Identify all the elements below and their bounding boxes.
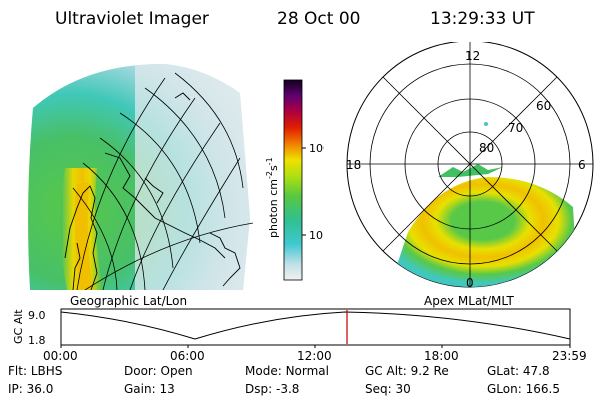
- lat-label-60: 60: [536, 99, 551, 113]
- altitude-xtick-4: 23:59: [552, 349, 587, 363]
- flt-value: LBHS: [30, 364, 63, 378]
- geographic-image: [28, 63, 254, 290]
- coastlines: [64, 92, 241, 290]
- apex-panel-label: Apex MLat/MLT: [424, 294, 514, 308]
- glat-info: GLat: 47.8: [487, 364, 550, 378]
- geographic-aurora-layer: [28, 63, 251, 290]
- door-value: Open: [160, 364, 193, 378]
- svg-text:GC Alt: GC Alt: [12, 309, 25, 344]
- mlt-label-18: 18: [346, 158, 361, 172]
- geographic-panel-label: Geographic Lat/Lon: [70, 294, 188, 308]
- polar-plot: 12 18 6 0 60 70 80: [346, 42, 594, 290]
- colorbar: 100 10 photon cm-2s-1: [265, 79, 324, 281]
- altitude-ylabel: GC Alt: [12, 309, 25, 344]
- altitude-ytick-low: 1.8: [28, 334, 46, 347]
- altitude-xtick-2: 12:00: [297, 349, 332, 363]
- gcalt-info: GC Alt: 9.2 Re: [365, 364, 449, 378]
- mlt-label-6: 6: [578, 158, 586, 172]
- mode-info: Mode: Normal: [245, 364, 329, 378]
- ip-value: 36.0: [26, 382, 54, 396]
- geographic-grid: [72, 72, 254, 290]
- svg-text:photon cm-2s-1: photon cm-2s-1: [265, 157, 280, 238]
- seq-info: Seq: 30: [365, 382, 411, 396]
- altitude-xtick-1: 06:00: [170, 349, 205, 363]
- dsp-value: -3.8: [275, 382, 300, 396]
- door-info: Door: Open: [124, 364, 193, 378]
- altitude-xtick-0: 00:00: [43, 349, 78, 363]
- gain-value: 13: [159, 382, 175, 396]
- mode-value: Normal: [285, 364, 329, 378]
- instrument-title: Ultraviolet Imager: [55, 9, 209, 29]
- polar-aurora: [388, 122, 578, 287]
- polar-grid: [347, 42, 593, 287]
- lat-label-80: 80: [479, 141, 494, 155]
- colorbar-tick-10: 10: [309, 229, 323, 242]
- time-label: 13:29:33 UT: [430, 9, 535, 29]
- ip-info: IP: 36.0: [8, 382, 54, 396]
- mlt-label-0: 0: [466, 276, 474, 290]
- glat-value: 47.8: [522, 364, 550, 378]
- glon-info: GLon: 166.5: [487, 382, 560, 396]
- colorbar-tick-100: 100: [309, 142, 324, 155]
- dsp-info: Dsp: -3.8: [245, 382, 300, 396]
- altitude-xtick-3: 18:00: [424, 349, 459, 363]
- gcalt-value: 9.2 Re: [410, 364, 449, 378]
- altitude-curve: [60, 311, 571, 340]
- seq-value: 30: [395, 382, 411, 396]
- altitude-ytick-high: 9.0: [28, 309, 46, 322]
- mlt-label-12: 12: [465, 49, 480, 63]
- flt-info: Flt: LBHS: [8, 364, 63, 378]
- altitude-plot: GC Alt 9.0 1.8 00:00 06:00 12:00 18:00 2…: [12, 308, 587, 363]
- gain-info: Gain: 13: [124, 382, 175, 396]
- lat-label-70: 70: [508, 121, 523, 135]
- glon-value: 166.5: [525, 382, 560, 396]
- colorbar-scale: [283, 79, 303, 281]
- colorbar-unit-label: photon cm-2s-1: [265, 157, 280, 238]
- date-label: 28 Oct 00: [277, 9, 361, 29]
